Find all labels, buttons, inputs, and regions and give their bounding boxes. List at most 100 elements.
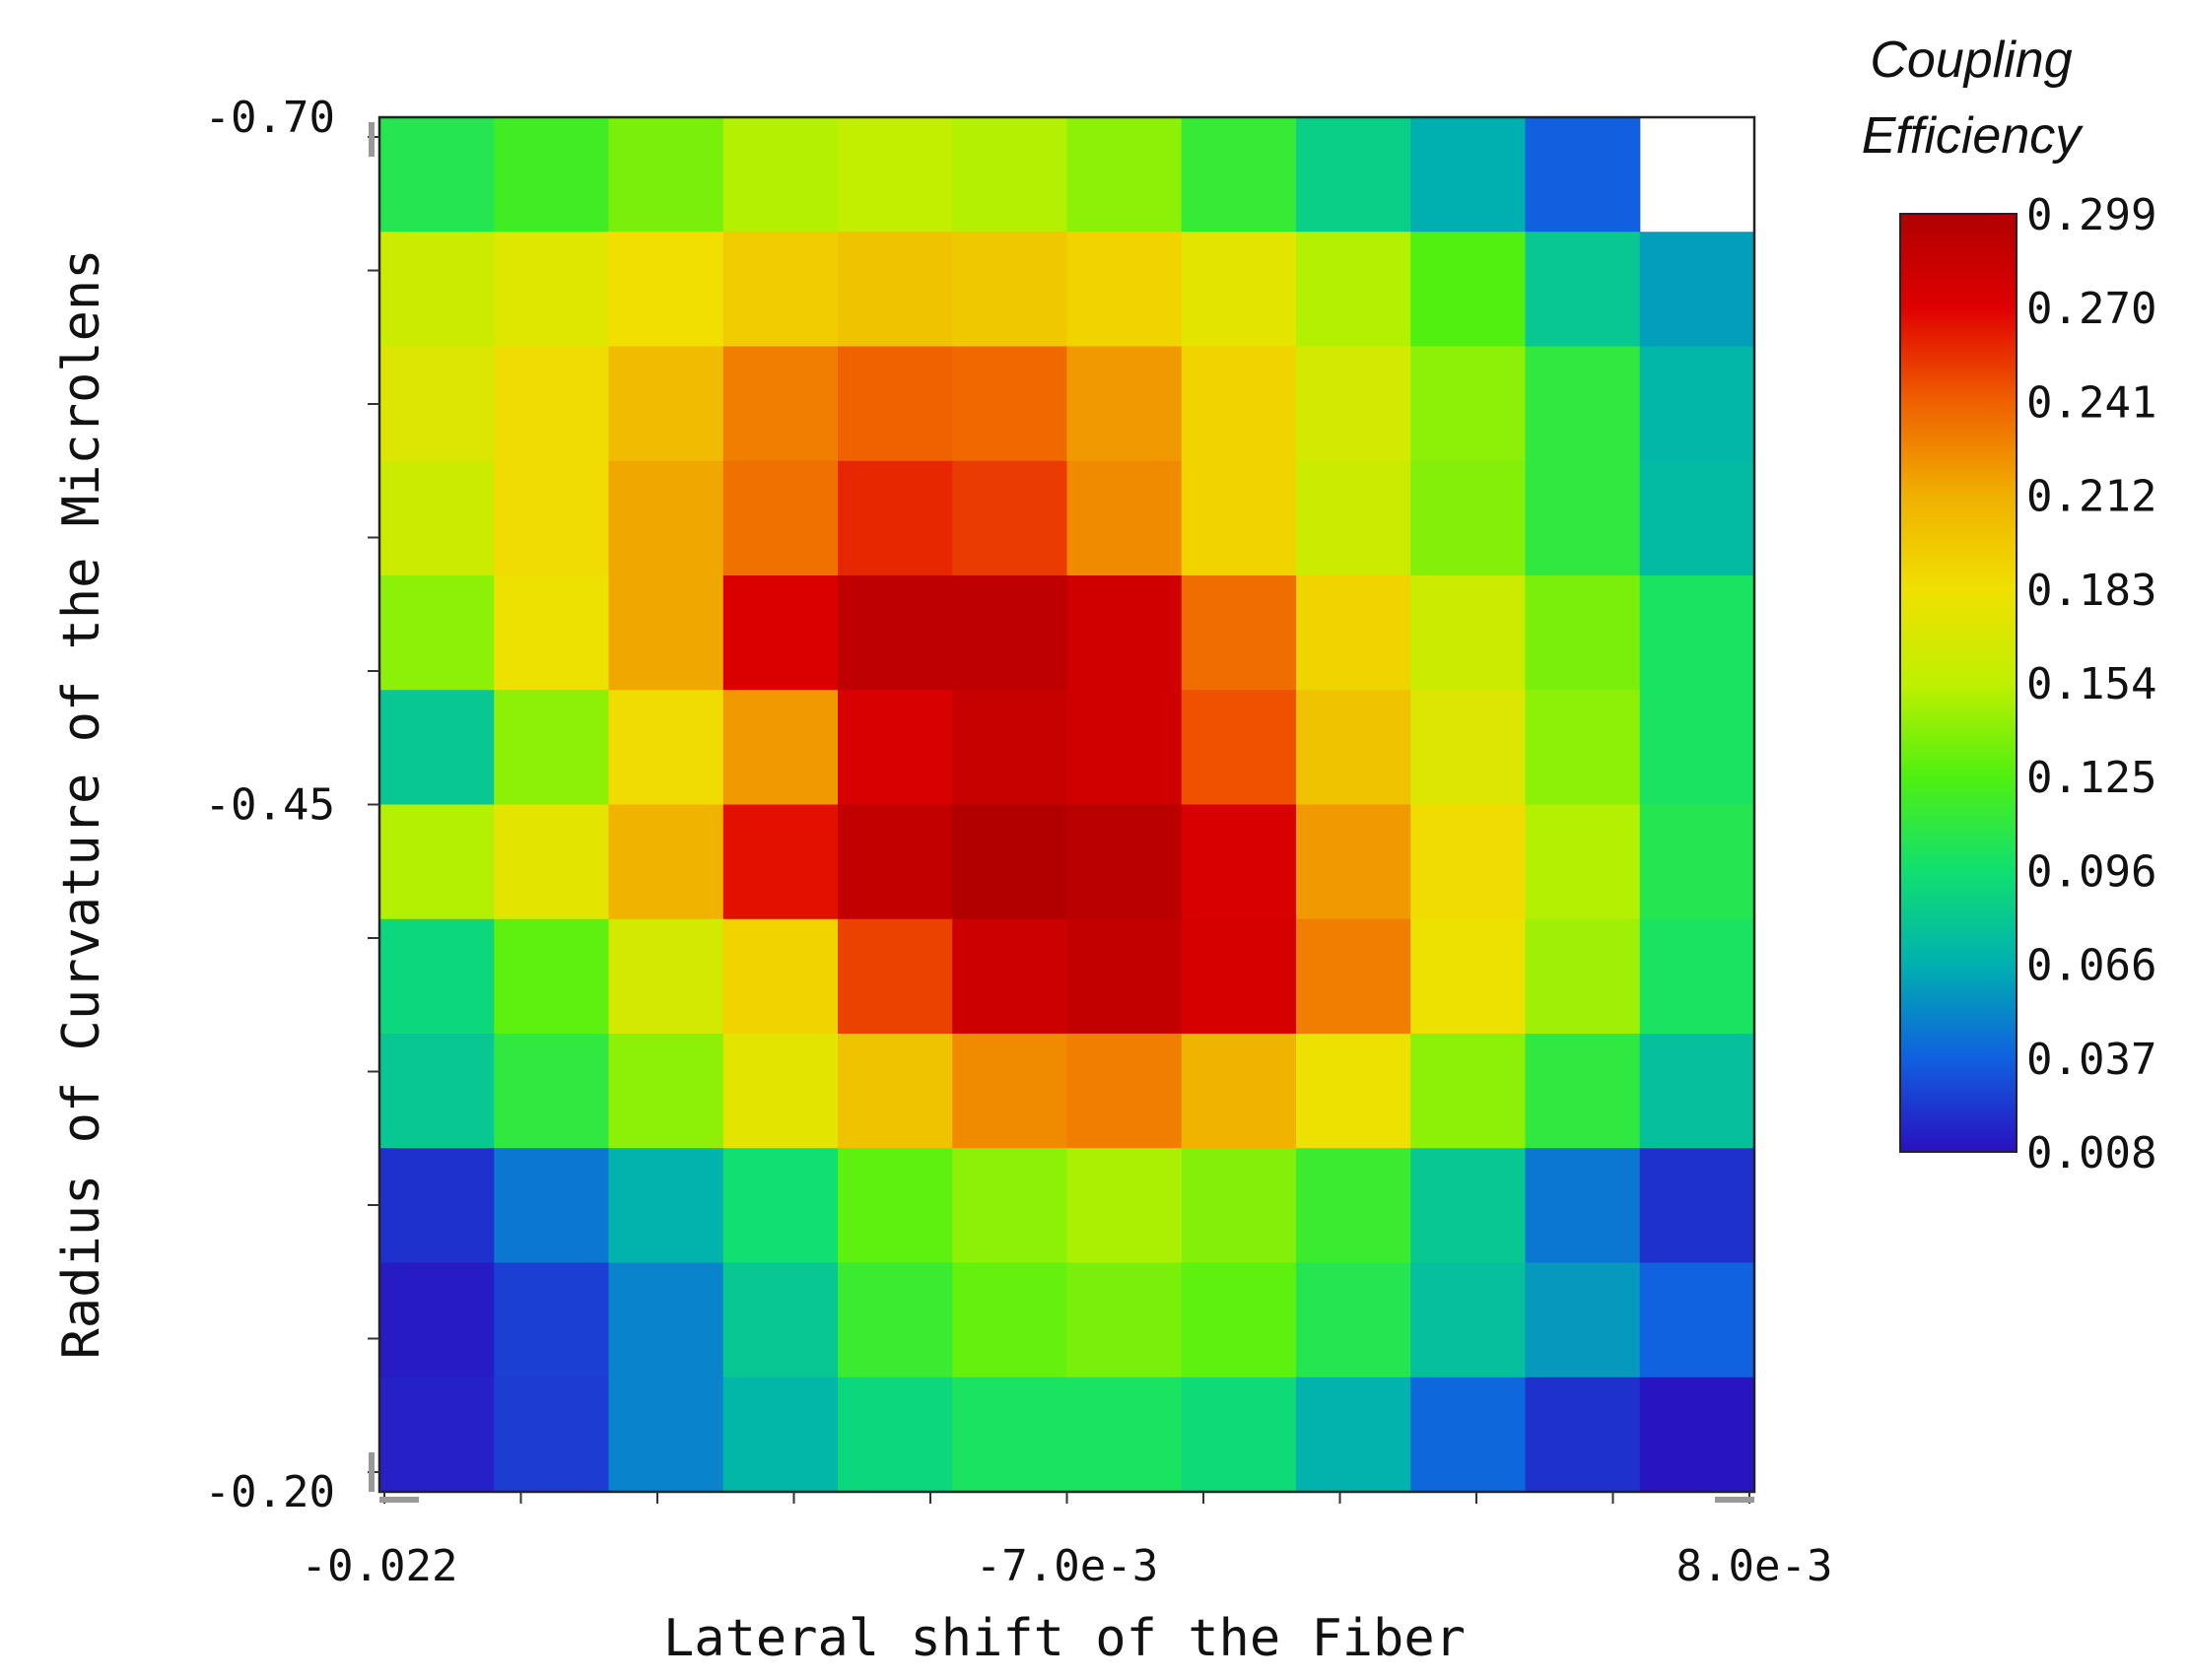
heatmap-cell — [494, 1377, 610, 1493]
heatmap-cell — [1296, 1148, 1411, 1264]
heatmap-cell — [608, 117, 724, 233]
axis-ticks — [368, 122, 1754, 1504]
heatmap-cell — [1181, 804, 1297, 920]
heatmap-cell — [838, 1377, 953, 1493]
heatmap-cell — [1525, 575, 1641, 691]
heatmap-cell — [1525, 918, 1641, 1035]
heatmap-cell — [1181, 232, 1297, 348]
heatmap-cell — [494, 804, 610, 920]
heatmap-cell — [1525, 117, 1641, 233]
heatmap-cell — [952, 918, 1068, 1035]
heatmap-cell — [952, 804, 1068, 920]
heatmap-cell — [1296, 460, 1411, 576]
heatmap-cell — [608, 1148, 724, 1264]
heatmap-cell — [608, 346, 724, 462]
heatmap-cell — [379, 804, 495, 920]
heatmap-cell — [379, 1377, 495, 1493]
heatmap-cell — [379, 918, 495, 1035]
heatmap-cell — [494, 117, 610, 233]
heatmap-cell — [838, 690, 953, 806]
heatmap-cell — [1639, 1262, 1755, 1378]
heatmap-cell — [1525, 1262, 1641, 1378]
heatmap-cell — [722, 804, 839, 920]
colorbar-title-line1: Coupling — [1870, 32, 2072, 89]
heatmap-cell — [608, 232, 724, 348]
heatmap-cell — [1410, 690, 1527, 806]
colorbar-tick-label: 0.037 — [2026, 1035, 2156, 1085]
heatmap-cell — [1181, 1377, 1297, 1493]
heatmap-cell — [1296, 1262, 1411, 1378]
heatmap-cell — [1525, 460, 1641, 576]
colorbar-title-line2: Efficiency — [1862, 107, 2085, 165]
heatmap-cell — [952, 575, 1068, 691]
heatmap-cell — [838, 1262, 953, 1378]
heatmap-cell — [722, 1148, 839, 1264]
heatmap-cell — [1639, 1148, 1755, 1264]
heatmap-cell — [838, 117, 953, 233]
heatmap-cell — [722, 232, 839, 348]
heatmap-cell — [494, 460, 610, 576]
heatmap-cell — [838, 232, 953, 348]
colorbar-tick-label: 0.008 — [2026, 1128, 2156, 1178]
heatmap-cell — [838, 804, 953, 920]
heatmap-cell — [1066, 1148, 1183, 1264]
heatmap-cell — [379, 1262, 495, 1378]
heatmap-cell — [722, 575, 839, 691]
heatmap-cell — [1410, 1262, 1527, 1378]
heatmap-cell — [1181, 1148, 1297, 1264]
heatmap-cell — [1410, 232, 1527, 348]
colorbar-ticks: 0.299 0.270 0.241 0.212 0.183 0.154 0.125 0.096… — [2026, 190, 2156, 1178]
heatmap-cell — [838, 346, 953, 462]
heatmap-cell — [494, 918, 610, 1035]
heatmap-cell — [1410, 1377, 1527, 1493]
heatmap-cell — [1639, 1034, 1755, 1149]
heatmap-cell — [1181, 117, 1297, 233]
heatmap-cell — [1525, 690, 1641, 806]
colorbar-tick-label: 0.270 — [2026, 284, 2156, 334]
heatmap-cell — [952, 1148, 1068, 1264]
heatmap-cell — [1639, 575, 1755, 691]
colorbar-tick-label: 0.096 — [2026, 846, 2156, 897]
heatmap-cell — [1066, 1377, 1183, 1493]
heatmap-cell — [1410, 918, 1527, 1035]
heatmap-cell — [722, 1034, 839, 1149]
x-tick-label: 8.0e-3 — [1676, 1541, 1833, 1591]
y-tick-label: -0.70 — [205, 93, 335, 143]
heatmap-cell — [608, 1262, 724, 1378]
heatmap-cell — [1410, 117, 1527, 233]
heatmap-cell — [494, 575, 610, 691]
heatmap-cell — [1296, 918, 1411, 1035]
heatmap-cell — [838, 460, 953, 576]
heatmap-cell — [1296, 346, 1411, 462]
heatmap-cell — [379, 460, 495, 576]
heatmap-cell — [838, 918, 953, 1035]
heatmap-cell — [1525, 804, 1641, 920]
heatmap-cell — [1525, 1034, 1641, 1149]
heatmap-cell — [952, 346, 1068, 462]
heatmap-cell — [1296, 690, 1411, 806]
y-tick-labels: -0.70 -0.45 -0.20 — [205, 93, 335, 1517]
heatmap-cell — [1410, 1148, 1527, 1264]
x-tick-labels: -0.022 -7.0e-3 8.0e-3 — [302, 1541, 1833, 1591]
heatmap-cell — [1525, 1377, 1641, 1493]
heatmap-cell — [494, 690, 610, 806]
heatmap-cell — [1181, 575, 1297, 691]
heatmap-cell — [838, 1034, 953, 1149]
heatmap-cell — [1066, 117, 1183, 233]
heatmap-cell — [379, 1148, 495, 1264]
heatmap-cell — [1181, 918, 1297, 1035]
heatmap-cell — [952, 1377, 1068, 1493]
heatmap-cell — [494, 1034, 610, 1149]
heatmap-cell — [1181, 690, 1297, 806]
heatmap-cell — [379, 232, 495, 348]
heatmap-cell — [608, 804, 724, 920]
heatmap-cell — [722, 117, 839, 233]
colorbar-tick-label: 0.241 — [2026, 377, 2156, 428]
colorbar-tick-label: 0.066 — [2026, 941, 2156, 991]
heatmap-cell — [1296, 117, 1411, 233]
x-tick-label: -0.022 — [302, 1541, 458, 1591]
y-axis-label: Radius of Curvature of the Microlens — [52, 248, 111, 1359]
heatmap-cell — [1410, 346, 1527, 462]
x-tick-label: -7.0e-3 — [976, 1541, 1158, 1591]
